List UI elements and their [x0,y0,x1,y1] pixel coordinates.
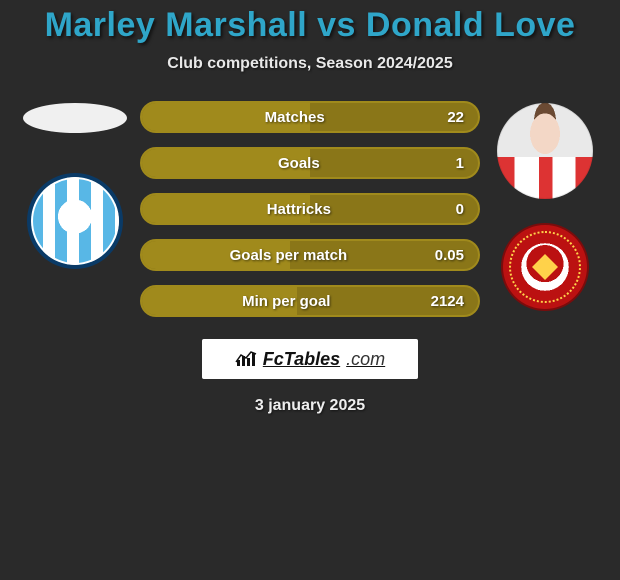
brand-text-primary: FcTables [263,349,340,370]
right-player-avatar [497,103,593,199]
stat-row: Matches22 [140,101,480,133]
stat-row: Min per goal2124 [140,285,480,317]
stat-label: Goals per match [142,247,435,264]
right-club-badge [501,223,589,311]
stat-value: 22 [447,109,478,126]
stat-label: Min per goal [142,293,431,310]
stat-row: Hattricks0 [140,193,480,225]
stat-bars: Matches22 Goals1 Hattricks0 Goals per match… [140,101,480,317]
page-title: Marley Marshall vs Donald Love [45,6,576,45]
stat-row: Goals1 [140,147,480,179]
brand-chart-icon [235,350,257,368]
stat-value: 1 [456,155,478,172]
stat-value: 2124 [431,293,478,310]
comparison-card: Marley Marshall vs Donald Love Club comp… [0,0,620,580]
stat-value: 0.05 [435,247,478,264]
stat-label: Goals [142,155,456,172]
left-player-avatar [23,103,127,133]
page-subtitle: Club competitions, Season 2024/2025 [167,55,452,73]
left-player-column [20,101,130,269]
stat-label: Hattricks [142,201,456,218]
right-player-column [490,101,600,311]
stat-label: Matches [142,109,447,126]
brand-link[interactable]: FcTables .com [202,339,418,379]
brand-text-secondary: .com [346,349,385,370]
comparison-body: Matches22 Goals1 Hattricks0 Goals per match… [0,101,620,317]
snapshot-date: 3 january 2025 [255,397,365,415]
stat-value: 0 [456,201,478,218]
stat-row: Goals per match0.05 [140,239,480,271]
left-club-badge [27,173,123,269]
